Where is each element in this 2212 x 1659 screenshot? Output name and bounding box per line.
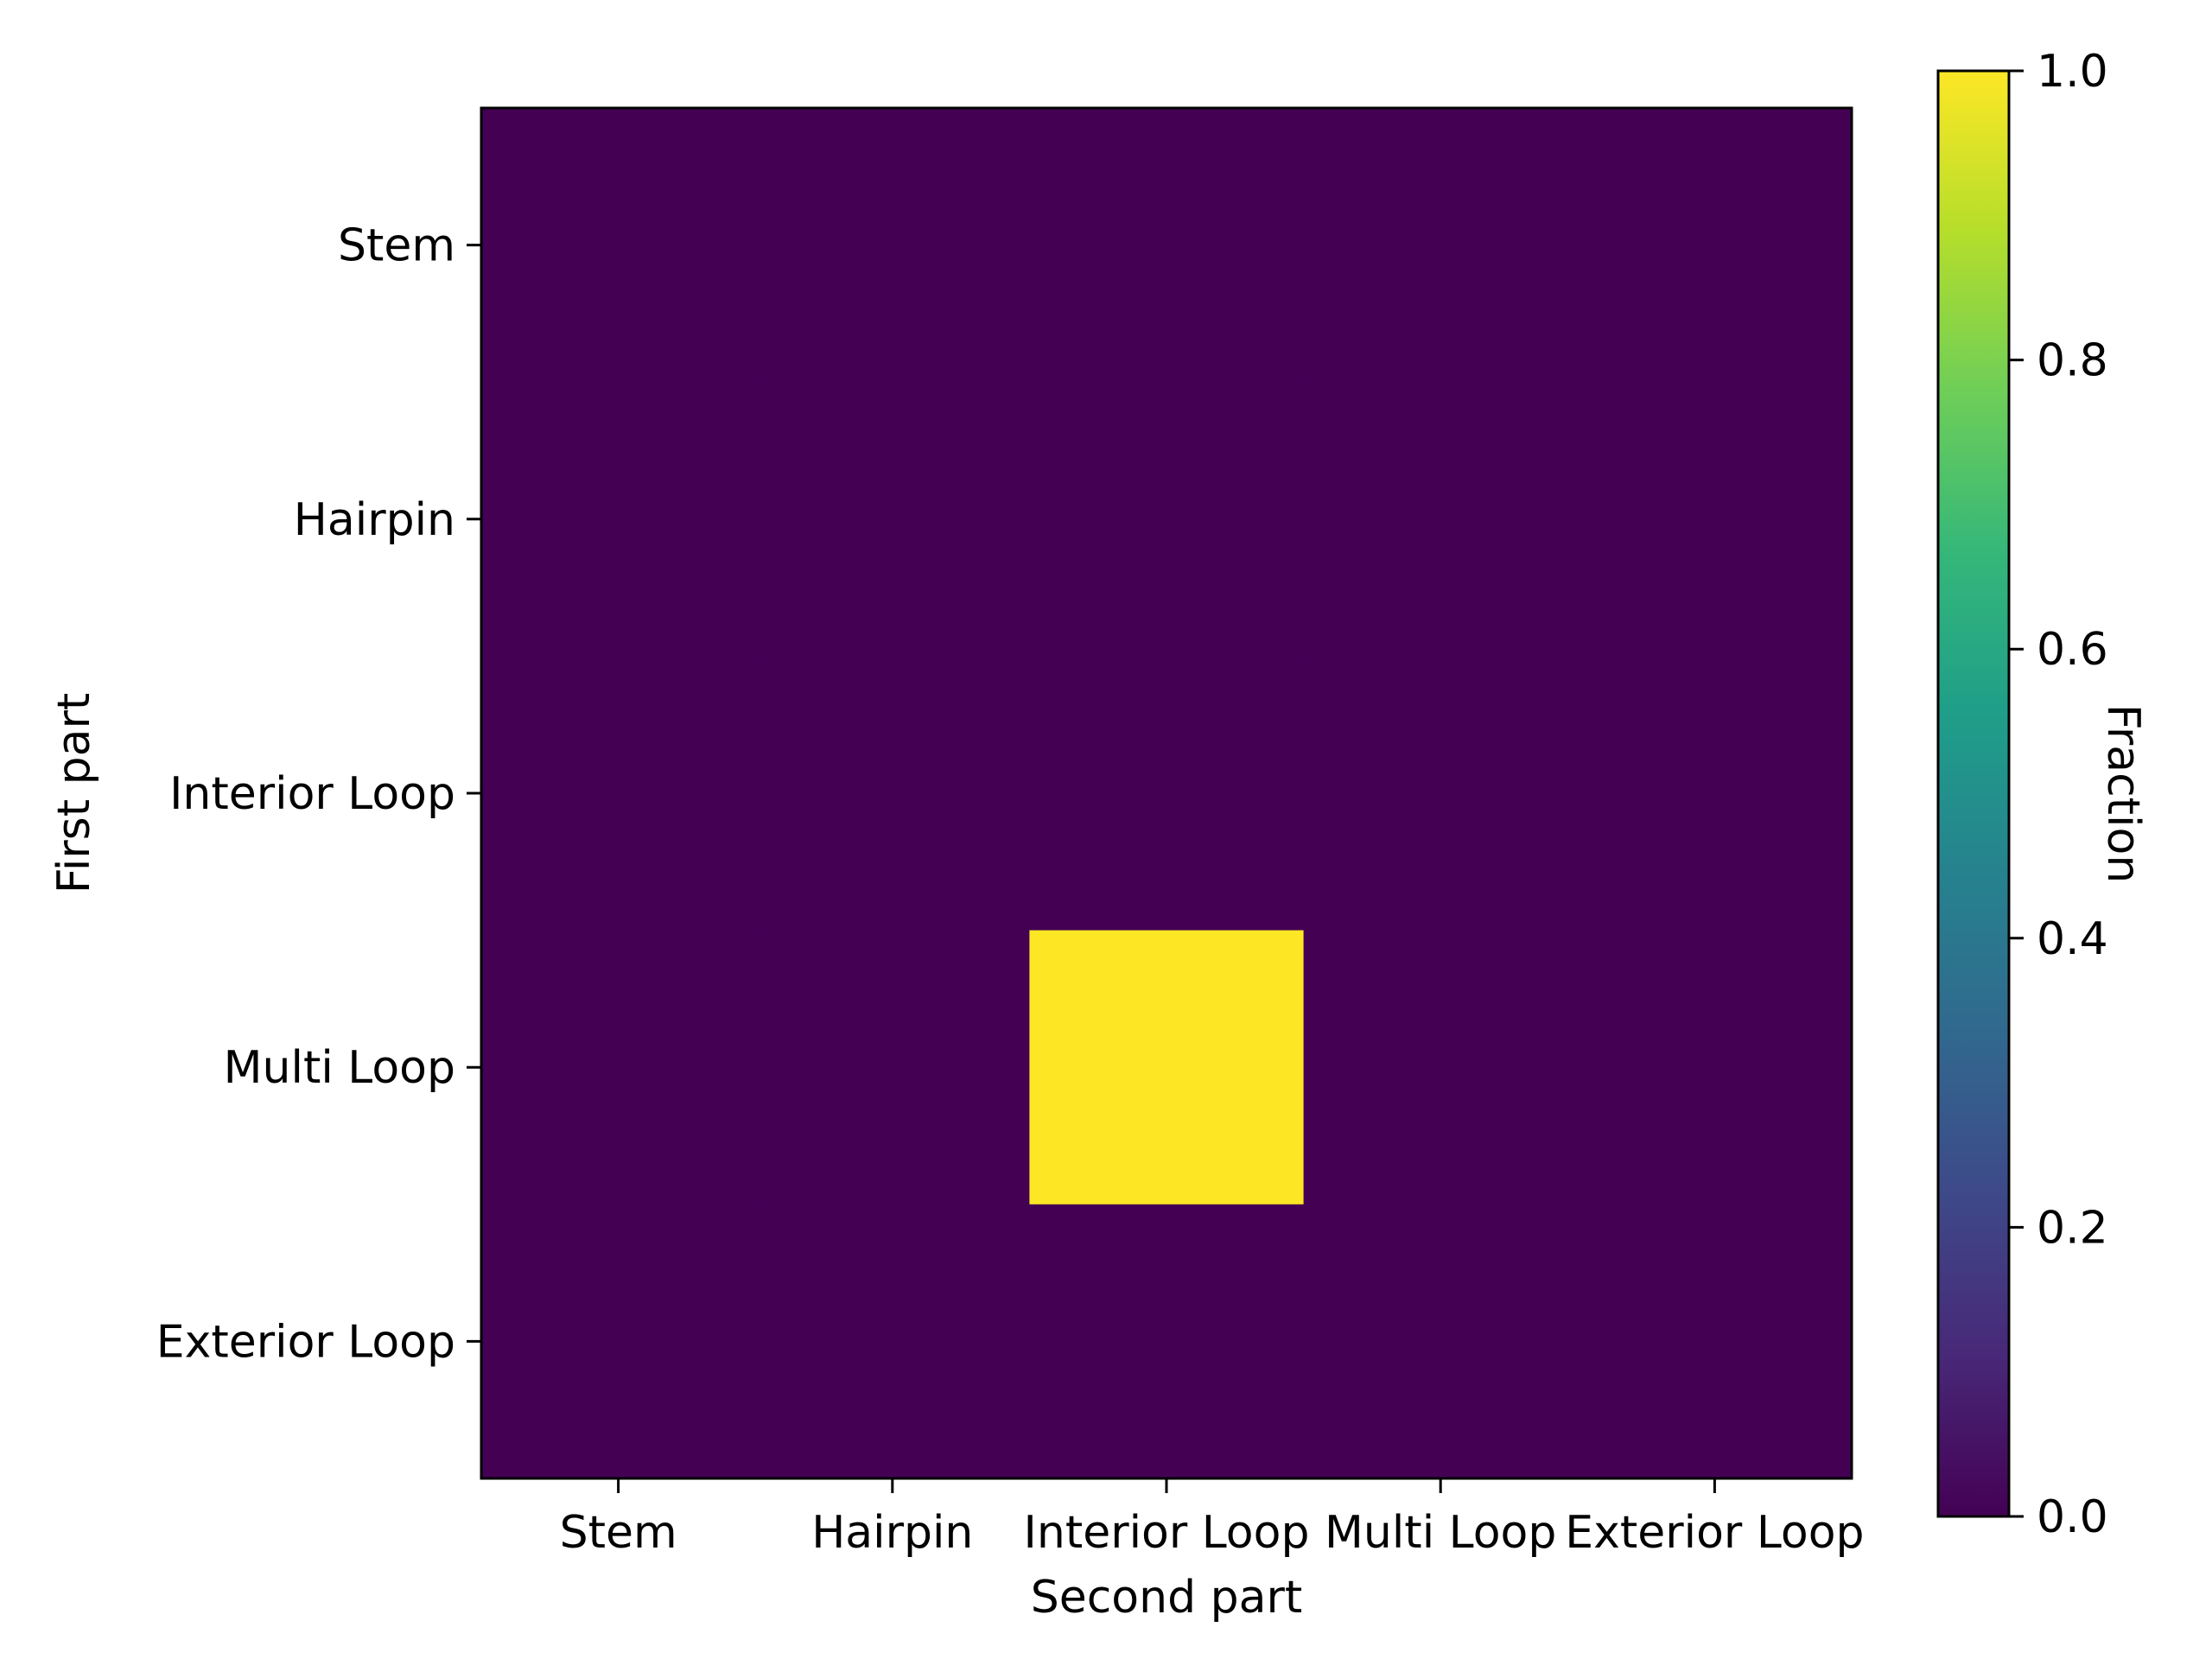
heatmap-cell-r3-c4	[1577, 930, 1853, 1205]
x-tick-label: Stem	[560, 1507, 677, 1559]
heatmap-cell-r3-c2	[1029, 930, 1305, 1205]
heatmap-cell-r0-c3	[1303, 108, 1579, 383]
x-tick-label: Interior Loop	[1024, 1507, 1310, 1559]
colorbar-tick-label: 1.0	[2037, 46, 2108, 98]
y-tick-label: Stem	[338, 220, 455, 272]
heatmap-cell-r1-c4	[1577, 382, 1853, 657]
heatmap-cell-r2-c2	[1029, 656, 1305, 931]
colorbar-tick-label: 0.2	[2037, 1202, 2108, 1254]
heatmap-cell-r1-c2	[1029, 382, 1305, 657]
heatmap-cell-r3-c3	[1303, 930, 1579, 1205]
x-axis: Stem Hairpin Interior Loop Multi Loop Exteri…	[560, 1478, 1865, 1559]
heatmap-cell-r3-c1	[755, 930, 1030, 1205]
heatmap-cell-r0-c1	[755, 108, 1030, 383]
colorbar-tick-label: 0.8	[2037, 335, 2108, 387]
heatmap-cell-r4-c2	[1029, 1204, 1305, 1479]
y-tick-label: Multi Loop	[224, 1042, 455, 1094]
heatmap-cell-r0-c2	[1029, 108, 1305, 383]
y-axis: Stem Hairpin Interior Loop Multi Loop Exteri…	[156, 220, 481, 1368]
colorbar-tick-label: 0.6	[2037, 624, 2108, 676]
heatmap-cell-r2-c1	[755, 656, 1030, 931]
y-tick-label: Interior Loop	[169, 768, 455, 820]
heatmap-cell-r4-c1	[755, 1204, 1030, 1479]
heatmap-cell-r1-c0	[481, 382, 756, 657]
colorbar	[1936, 69, 2011, 1518]
heatmap-cell-r1-c1	[755, 382, 1030, 657]
y-tick-label: Exterior Loop	[156, 1316, 455, 1368]
colorbar-label: Fraction	[2097, 704, 2149, 884]
heatmap-cell-r2-c0	[481, 656, 756, 931]
heatmap-cell-r3-c0	[481, 930, 756, 1205]
heatmap-cell-r0-c4	[1577, 108, 1853, 383]
colorbar-tick-label: 0.0	[2037, 1491, 2108, 1543]
heatmap-cell-r4-c3	[1303, 1204, 1579, 1479]
colorbar-tick-label: 0.4	[2037, 913, 2108, 965]
x-tick-label: Exterior Loop	[1565, 1507, 1864, 1559]
x-tick-label: Hairpin	[811, 1507, 973, 1559]
heatmap-cell-r4-c0	[481, 1204, 756, 1479]
x-axis-label: Second part	[1031, 1572, 1303, 1624]
y-axis-label: First part	[48, 693, 100, 894]
x-tick-label: Multi Loop	[1325, 1507, 1556, 1559]
heatmap-cells	[481, 108, 1853, 1479]
colorbar-ticks: 0.0 0.2 0.4 0.6 0.8 1.0	[2009, 46, 2108, 1543]
heatmap-cell-r0-c0	[481, 108, 756, 383]
heatmap-cell-r2-c4	[1577, 656, 1853, 931]
heatmap-cell-r1-c3	[1303, 382, 1579, 657]
y-tick-label: Hairpin	[294, 494, 455, 546]
heatmap-cell-r2-c3	[1303, 656, 1579, 931]
heatmap-cell-r4-c4	[1577, 1204, 1853, 1479]
